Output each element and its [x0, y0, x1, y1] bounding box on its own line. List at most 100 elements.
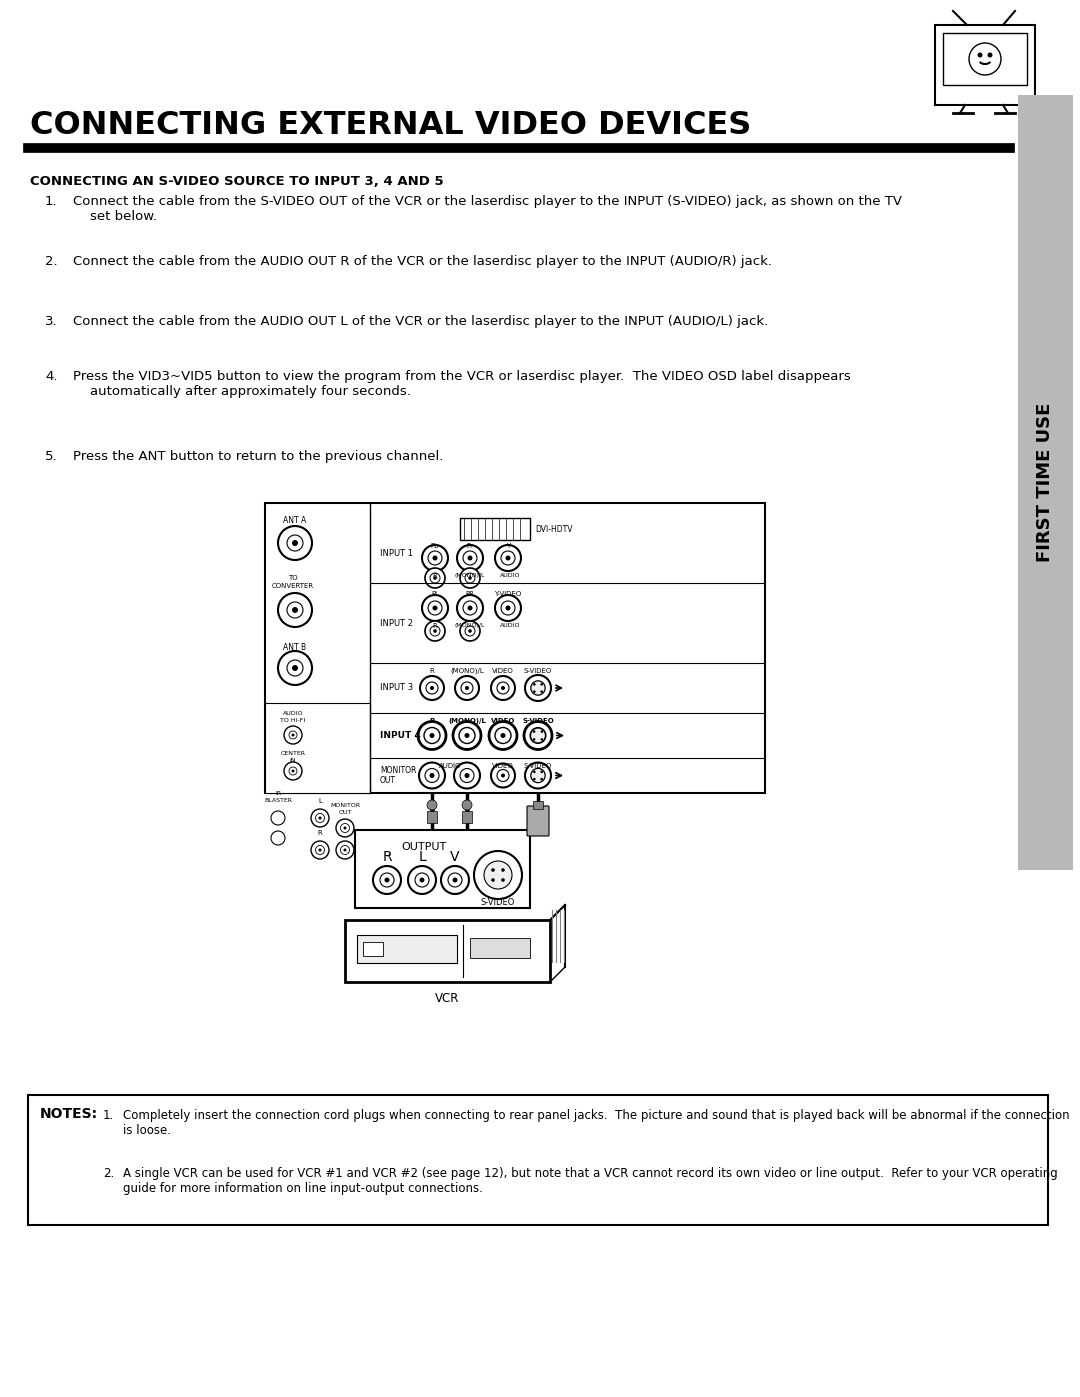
Circle shape — [430, 573, 440, 583]
Circle shape — [495, 728, 511, 743]
Circle shape — [432, 605, 437, 610]
Circle shape — [489, 721, 517, 750]
Circle shape — [501, 550, 515, 564]
Text: 3.: 3. — [45, 314, 57, 328]
Circle shape — [289, 767, 297, 775]
Bar — [345, 921, 550, 982]
Circle shape — [977, 53, 983, 57]
Text: R: R — [433, 623, 437, 629]
Text: INPUT 3: INPUT 3 — [380, 683, 414, 693]
Text: VIDEO: VIDEO — [492, 668, 514, 673]
Text: CONNECTING AN S-VIDEO SOURCE TO INPUT 3, 4 AND 5: CONNECTING AN S-VIDEO SOURCE TO INPUT 3,… — [30, 175, 444, 189]
Text: AUDIO: AUDIO — [283, 711, 303, 717]
Circle shape — [340, 823, 350, 833]
Circle shape — [271, 812, 285, 826]
Circle shape — [284, 761, 302, 780]
Bar — [363, 942, 383, 956]
Circle shape — [468, 605, 473, 610]
Text: BLASTER: BLASTER — [264, 798, 292, 803]
Circle shape — [457, 545, 483, 571]
Circle shape — [525, 675, 551, 701]
Circle shape — [380, 873, 394, 887]
Text: MONITOR
OUT: MONITOR OUT — [380, 766, 417, 785]
Circle shape — [430, 626, 440, 636]
Circle shape — [474, 851, 522, 900]
Text: ANT B: ANT B — [283, 643, 307, 652]
Text: S-VIDEO: S-VIDEO — [524, 763, 552, 768]
Circle shape — [465, 626, 475, 636]
Bar — [943, 34, 1027, 85]
Circle shape — [424, 728, 440, 743]
Text: ANT A: ANT A — [283, 515, 307, 525]
Circle shape — [541, 738, 543, 740]
Text: Connect the cable from the AUDIO OUT R of the VCR or the laserdisc player to the: Connect the cable from the AUDIO OUT R o… — [73, 256, 772, 268]
Text: Press the VID3~VID5 button to view the program from the VCR or laserdisc player.: Press the VID3~VID5 button to view the p… — [73, 370, 851, 398]
Circle shape — [433, 576, 436, 580]
Circle shape — [426, 768, 438, 782]
Circle shape — [292, 770, 295, 773]
Circle shape — [540, 771, 543, 773]
Circle shape — [315, 845, 324, 855]
Text: A single VCR can be used for VCR #1 and VCR #2 (see page 12), but note that a VC: A single VCR can be used for VCR #1 and … — [123, 1166, 1057, 1194]
Bar — [265, 503, 765, 793]
Circle shape — [468, 556, 473, 560]
Circle shape — [469, 629, 472, 633]
Text: 2.: 2. — [45, 256, 57, 268]
Circle shape — [453, 721, 481, 750]
Text: INPUT 2: INPUT 2 — [380, 619, 413, 627]
Circle shape — [427, 800, 437, 810]
Text: L: L — [418, 849, 426, 863]
Text: 5.: 5. — [45, 450, 57, 462]
Text: INPUT 4: INPUT 4 — [380, 731, 421, 740]
Text: IR: IR — [275, 791, 281, 796]
Text: 1.: 1. — [103, 1109, 114, 1122]
Circle shape — [289, 731, 297, 739]
Text: 4.: 4. — [45, 370, 57, 383]
Text: OUT: OUT — [338, 810, 352, 814]
Text: PL: PL — [431, 591, 438, 597]
Text: IN: IN — [289, 759, 296, 763]
Circle shape — [540, 690, 543, 693]
Circle shape — [460, 768, 474, 782]
Text: Y-VIDEO: Y-VIDEO — [495, 591, 522, 597]
Circle shape — [540, 683, 543, 686]
Text: DVI-HDTV: DVI-HDTV — [535, 524, 572, 534]
Circle shape — [500, 733, 505, 738]
Circle shape — [319, 816, 322, 820]
Circle shape — [426, 682, 438, 694]
Circle shape — [287, 535, 303, 550]
Text: 1.: 1. — [45, 196, 57, 208]
Text: R: R — [318, 830, 322, 835]
Circle shape — [426, 622, 445, 641]
Circle shape — [319, 848, 322, 852]
Circle shape — [532, 738, 536, 740]
Circle shape — [460, 622, 480, 641]
Circle shape — [336, 819, 354, 837]
Circle shape — [501, 868, 504, 872]
Circle shape — [505, 556, 511, 560]
Circle shape — [422, 595, 448, 622]
Circle shape — [432, 556, 437, 560]
Circle shape — [287, 602, 303, 617]
Text: R: R — [433, 573, 437, 578]
Text: Pr: Pr — [467, 543, 473, 549]
Circle shape — [292, 665, 298, 671]
FancyBboxPatch shape — [935, 25, 1035, 105]
Circle shape — [524, 721, 552, 750]
Circle shape — [491, 879, 495, 882]
Circle shape — [315, 813, 324, 823]
Circle shape — [343, 848, 347, 852]
Text: R: R — [430, 668, 434, 673]
Circle shape — [415, 873, 429, 887]
Circle shape — [455, 676, 480, 700]
Circle shape — [278, 592, 312, 627]
Bar — [427, 812, 437, 823]
Circle shape — [373, 866, 401, 894]
Circle shape — [534, 778, 536, 781]
Circle shape — [454, 763, 480, 788]
Text: Completely insert the connection cord plugs when connecting to rear panel jacks.: Completely insert the connection cord pl… — [123, 1109, 1069, 1137]
Circle shape — [463, 550, 477, 564]
FancyBboxPatch shape — [527, 806, 549, 835]
Circle shape — [541, 731, 543, 733]
Bar — [462, 812, 472, 823]
